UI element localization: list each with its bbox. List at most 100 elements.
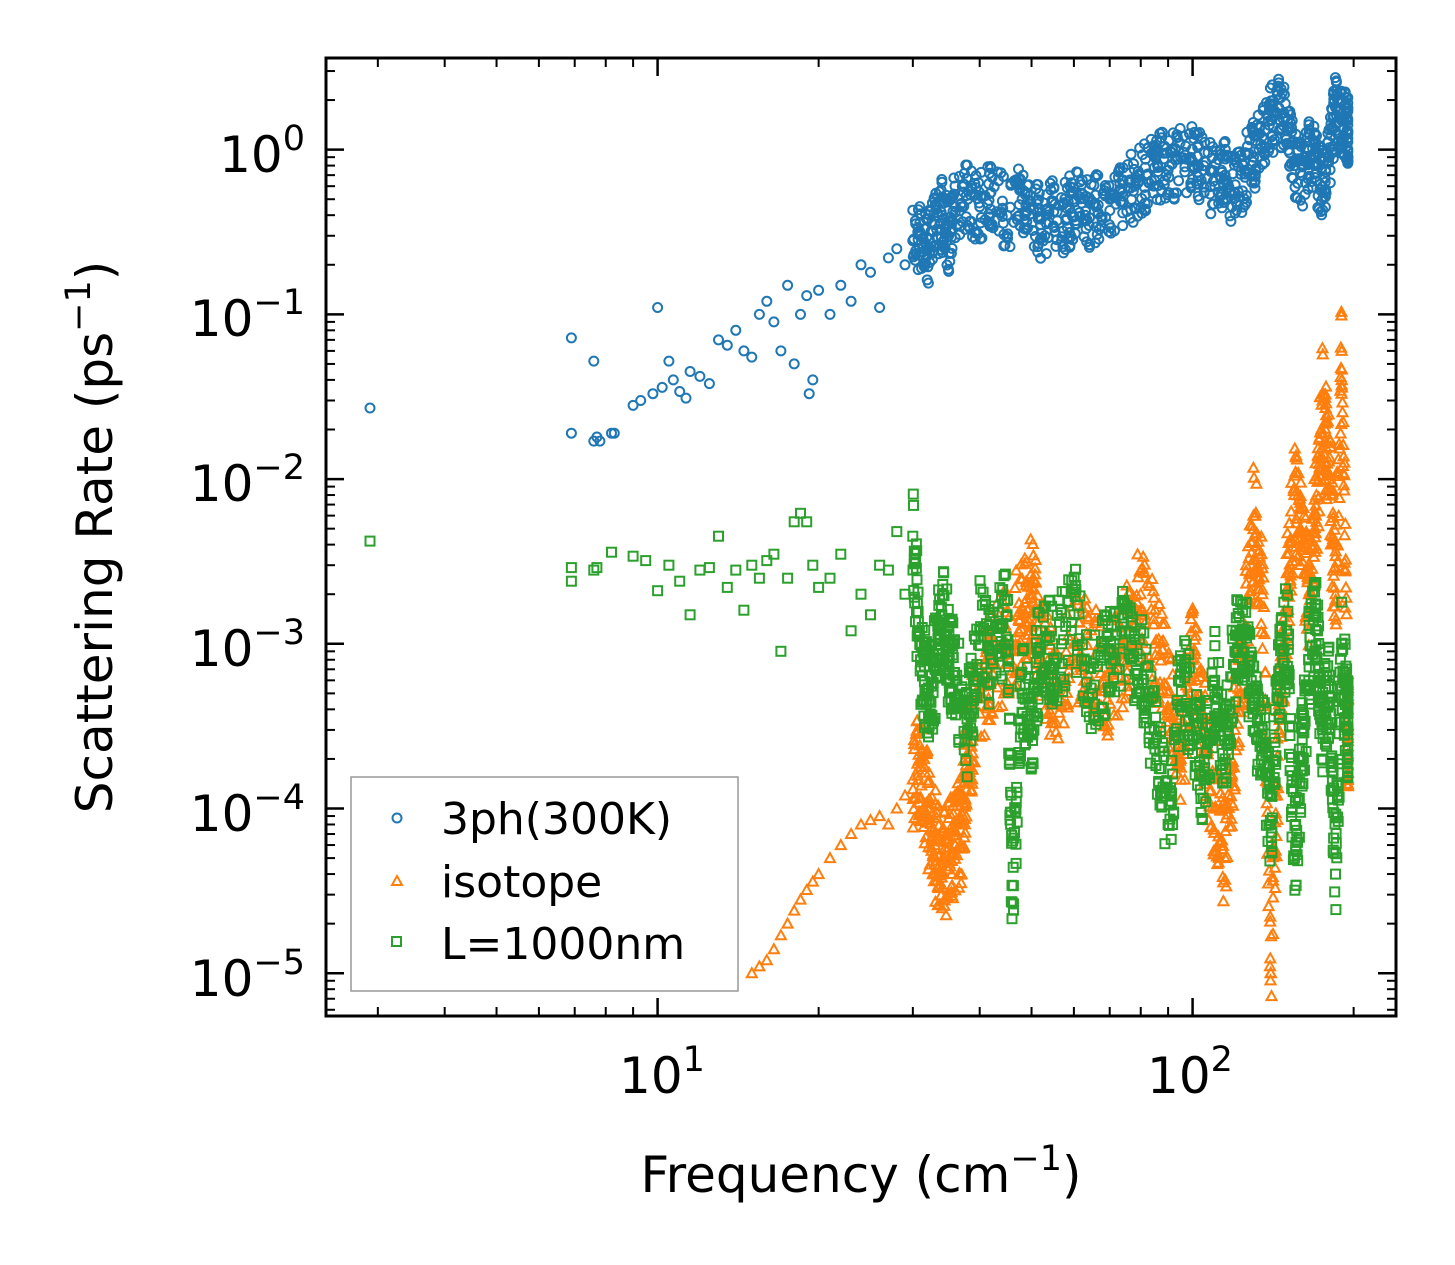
isotope-point: [1043, 705, 1058, 718]
isotope-point: [946, 891, 960, 904]
isotope-point: [1216, 838, 1230, 851]
l1000nm-point: [1342, 702, 1354, 714]
l1000nm-point: [1258, 697, 1270, 709]
l1000nm-point: [965, 661, 977, 673]
3ph-point: [1199, 136, 1211, 148]
isotope-point: [1287, 468, 1302, 481]
l1000nm-point: [1281, 671, 1293, 683]
isotope-point: [1263, 973, 1278, 986]
isotope-point: [1255, 556, 1270, 569]
3ph-point: [1093, 233, 1105, 245]
l1000nm-point: [1267, 754, 1279, 766]
l1000nm-point: [1207, 657, 1219, 669]
3ph-point: [1257, 158, 1269, 170]
l1000nm-point: [768, 548, 780, 560]
isotope-point: [1155, 616, 1170, 629]
3ph-point: [1163, 135, 1175, 147]
l1000nm-point: [1070, 666, 1082, 678]
l1000nm-point: [1117, 585, 1128, 597]
3ph-point: [1062, 196, 1074, 207]
isotope-point: [1252, 572, 1266, 585]
3ph-point: [1057, 241, 1069, 253]
isotope-point: [1322, 450, 1337, 463]
isotope-point: [1079, 626, 1094, 639]
l1000nm-point: [1139, 701, 1151, 712]
l1000nm-point: [1003, 661, 1015, 673]
l1000nm-point: [938, 590, 950, 602]
isotope-point: [774, 928, 788, 941]
l1000nm-point: [993, 623, 1005, 634]
l1000nm-point: [943, 628, 955, 640]
isotope-point: [1341, 778, 1355, 791]
3ph-point: [1092, 207, 1104, 218]
3ph-point: [1241, 196, 1252, 208]
3ph-point: [1163, 171, 1175, 183]
l1000nm-point: [1324, 690, 1336, 702]
l1000nm-point: [945, 616, 957, 627]
isotope-point: [1054, 699, 1069, 712]
isotope-point: [1332, 490, 1347, 503]
3ph-point: [1249, 168, 1261, 180]
isotope-point: [1261, 899, 1276, 912]
isotope-point: [1089, 602, 1103, 615]
l1000nm-point: [1281, 589, 1293, 601]
isotope-point: [1264, 966, 1278, 979]
isotope-point: [1329, 544, 1343, 557]
3ph-point: [865, 266, 876, 278]
3ph-point: [1282, 113, 1294, 125]
l1000nm-point: [908, 558, 920, 570]
isotope-point: [939, 908, 953, 921]
y-tick-label-1e-2: 10−2: [190, 448, 305, 513]
l1000nm-point: [998, 570, 1010, 582]
3ph-point: [588, 355, 600, 367]
y-tick-label-1e-3: 10−3: [190, 613, 305, 678]
3ph-point: [1057, 247, 1069, 259]
isotope-point: [1318, 421, 1332, 434]
isotope-point: [955, 808, 970, 821]
l1000nm-point: [999, 595, 1011, 607]
isotope-point: [1178, 772, 1192, 785]
3ph-point: [1204, 164, 1216, 176]
isotope-point: [1204, 819, 1218, 832]
l1000nm-point: [1051, 695, 1063, 707]
l1000nm-point: [975, 621, 987, 633]
l1000nm-point: [1223, 734, 1235, 746]
isotope-point: [898, 788, 912, 801]
3ph-point: [835, 279, 847, 291]
isotope-point: [1315, 341, 1330, 354]
l1000nm-point: [1267, 776, 1279, 788]
l1000nm-point: [1104, 684, 1116, 696]
isotope-point: [1339, 607, 1354, 620]
isotope-point: [1255, 641, 1270, 654]
isotope-point: [965, 746, 980, 759]
isotope-point: [928, 796, 942, 809]
l1000nm-point: [1165, 795, 1177, 807]
3ph-point: [907, 251, 919, 263]
l1000nm-point: [835, 548, 847, 560]
l1000nm-point: [721, 581, 733, 593]
l1000nm-point: [1220, 772, 1232, 784]
isotope-point: [1039, 711, 1053, 724]
3ph-point: [975, 190, 987, 202]
isotope-point: [1224, 811, 1238, 824]
l1000nm-point: [865, 609, 876, 621]
isotope-point: [1145, 571, 1159, 584]
l1000nm-point: [1027, 729, 1039, 741]
l1000nm-point: [960, 754, 972, 766]
isotope-point: [1152, 596, 1166, 609]
3ph-point: [608, 427, 620, 439]
isotope-point: [954, 867, 969, 880]
3ph-point: [1152, 162, 1164, 173]
3ph-point: [824, 308, 836, 320]
l1000nm-point: [976, 662, 988, 674]
l1000nm-point: [1044, 643, 1056, 655]
isotope-point: [760, 953, 774, 966]
3ph-point: [1205, 208, 1217, 220]
l1000nm-point: [588, 564, 600, 576]
l1000nm-point: [1342, 688, 1354, 700]
isotope-point: [964, 782, 979, 795]
l1000nm-point: [963, 663, 975, 675]
l1000nm-point: [1336, 637, 1348, 649]
isotope-point: [1162, 650, 1176, 663]
isotope-point: [983, 713, 997, 726]
